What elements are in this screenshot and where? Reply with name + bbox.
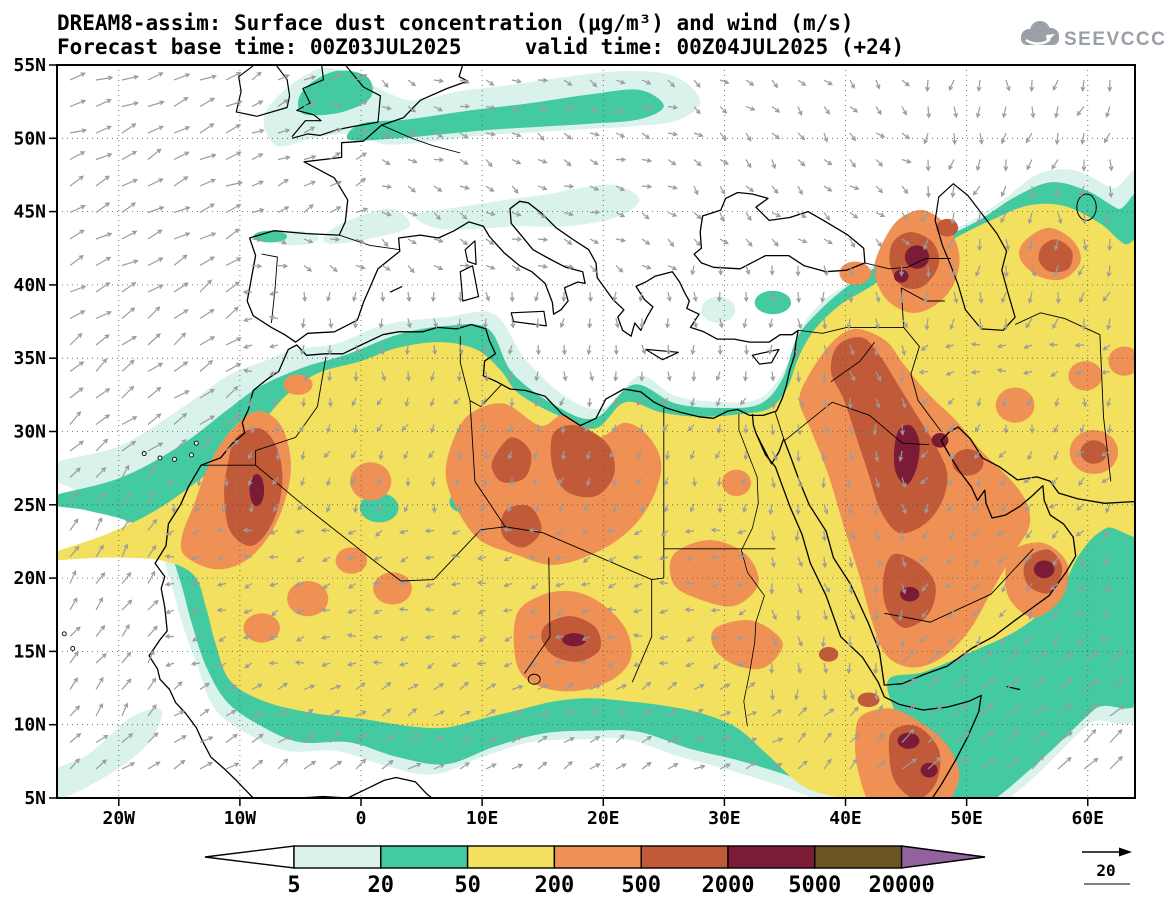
- lon-tick-label: 10E: [466, 808, 499, 829]
- lat-tick-label: 15N: [13, 641, 46, 662]
- wind-reference: 20: [1082, 847, 1132, 885]
- lon-tick-label: 60E: [1072, 808, 1105, 829]
- colorbar-label: 50: [454, 873, 481, 898]
- lon-tick-label: 50E: [950, 808, 983, 829]
- colorbar-above-max-arrow: [900, 845, 986, 869]
- dust-concentration-fill: [57, 67, 1135, 798]
- lat-tick-label: 5N: [24, 788, 46, 809]
- wind-reference-value: 20: [1096, 861, 1115, 880]
- colorbar-segment: [814, 845, 903, 869]
- colorbar-segment: [553, 845, 642, 869]
- colorbar-label: 2000: [702, 873, 755, 898]
- lat-tick-label: 55N: [13, 55, 46, 76]
- lat-tick-label: 35N: [13, 348, 46, 369]
- lat-tick-label: 50N: [13, 128, 46, 149]
- logo-text: SEEVCCC: [1064, 29, 1165, 50]
- lon-tick-label: 20E: [587, 808, 620, 829]
- axis-labels: 55N 50N 45N 40N 35N 30N 25N 20N 15N 10N 5N 20W 10W 0 1…: [13, 55, 1104, 829]
- grid-lines: [57, 65, 1135, 798]
- colorbar-label: 500: [621, 873, 661, 898]
- lat-tick-label: 40N: [13, 275, 46, 296]
- colorbar-segment: [293, 845, 382, 869]
- lon-tick-label: 0: [356, 808, 367, 829]
- lat-tick-label: 10N: [13, 715, 46, 736]
- colorbar-label: 20000: [868, 873, 934, 898]
- lat-tick-label: 25N: [13, 495, 46, 516]
- colorbar-segment: [640, 845, 729, 869]
- lon-tick-label: 10W: [224, 808, 257, 829]
- colorbar-segment: [727, 845, 816, 869]
- colorbar-segment: [380, 845, 469, 869]
- lat-tick-label: 45N: [13, 202, 46, 223]
- lon-tick-label: 30E: [708, 808, 741, 829]
- colorbar-label: 5: [287, 873, 300, 898]
- colorbar-label: 5000: [788, 873, 841, 898]
- logo-cloud-icon: [1021, 21, 1059, 45]
- title-line-2: Forecast base time: 00Z03JUL2025 valid t…: [57, 35, 904, 59]
- lat-tick-label: 20N: [13, 568, 46, 589]
- wind-reference-arrowhead: [1119, 847, 1132, 857]
- coastlines-borders: [61, 65, 1135, 798]
- colorbar: 5 20 50 200 500 2000 5000 20000: [204, 845, 986, 898]
- logo: SEEVCCC: [1021, 21, 1165, 50]
- wind-arrows: [69, 71, 1125, 770]
- lat-tick-label: 30N: [13, 422, 46, 443]
- colorbar-label: 20: [368, 873, 395, 898]
- colorbar-label: 200: [535, 873, 575, 898]
- colorbar-segment: [466, 845, 556, 869]
- title-line-1: DREAM8-assim: Surface dust concentration…: [57, 11, 854, 35]
- lon-tick-label: 40E: [829, 808, 862, 829]
- lon-tick-label: 20W: [103, 808, 136, 829]
